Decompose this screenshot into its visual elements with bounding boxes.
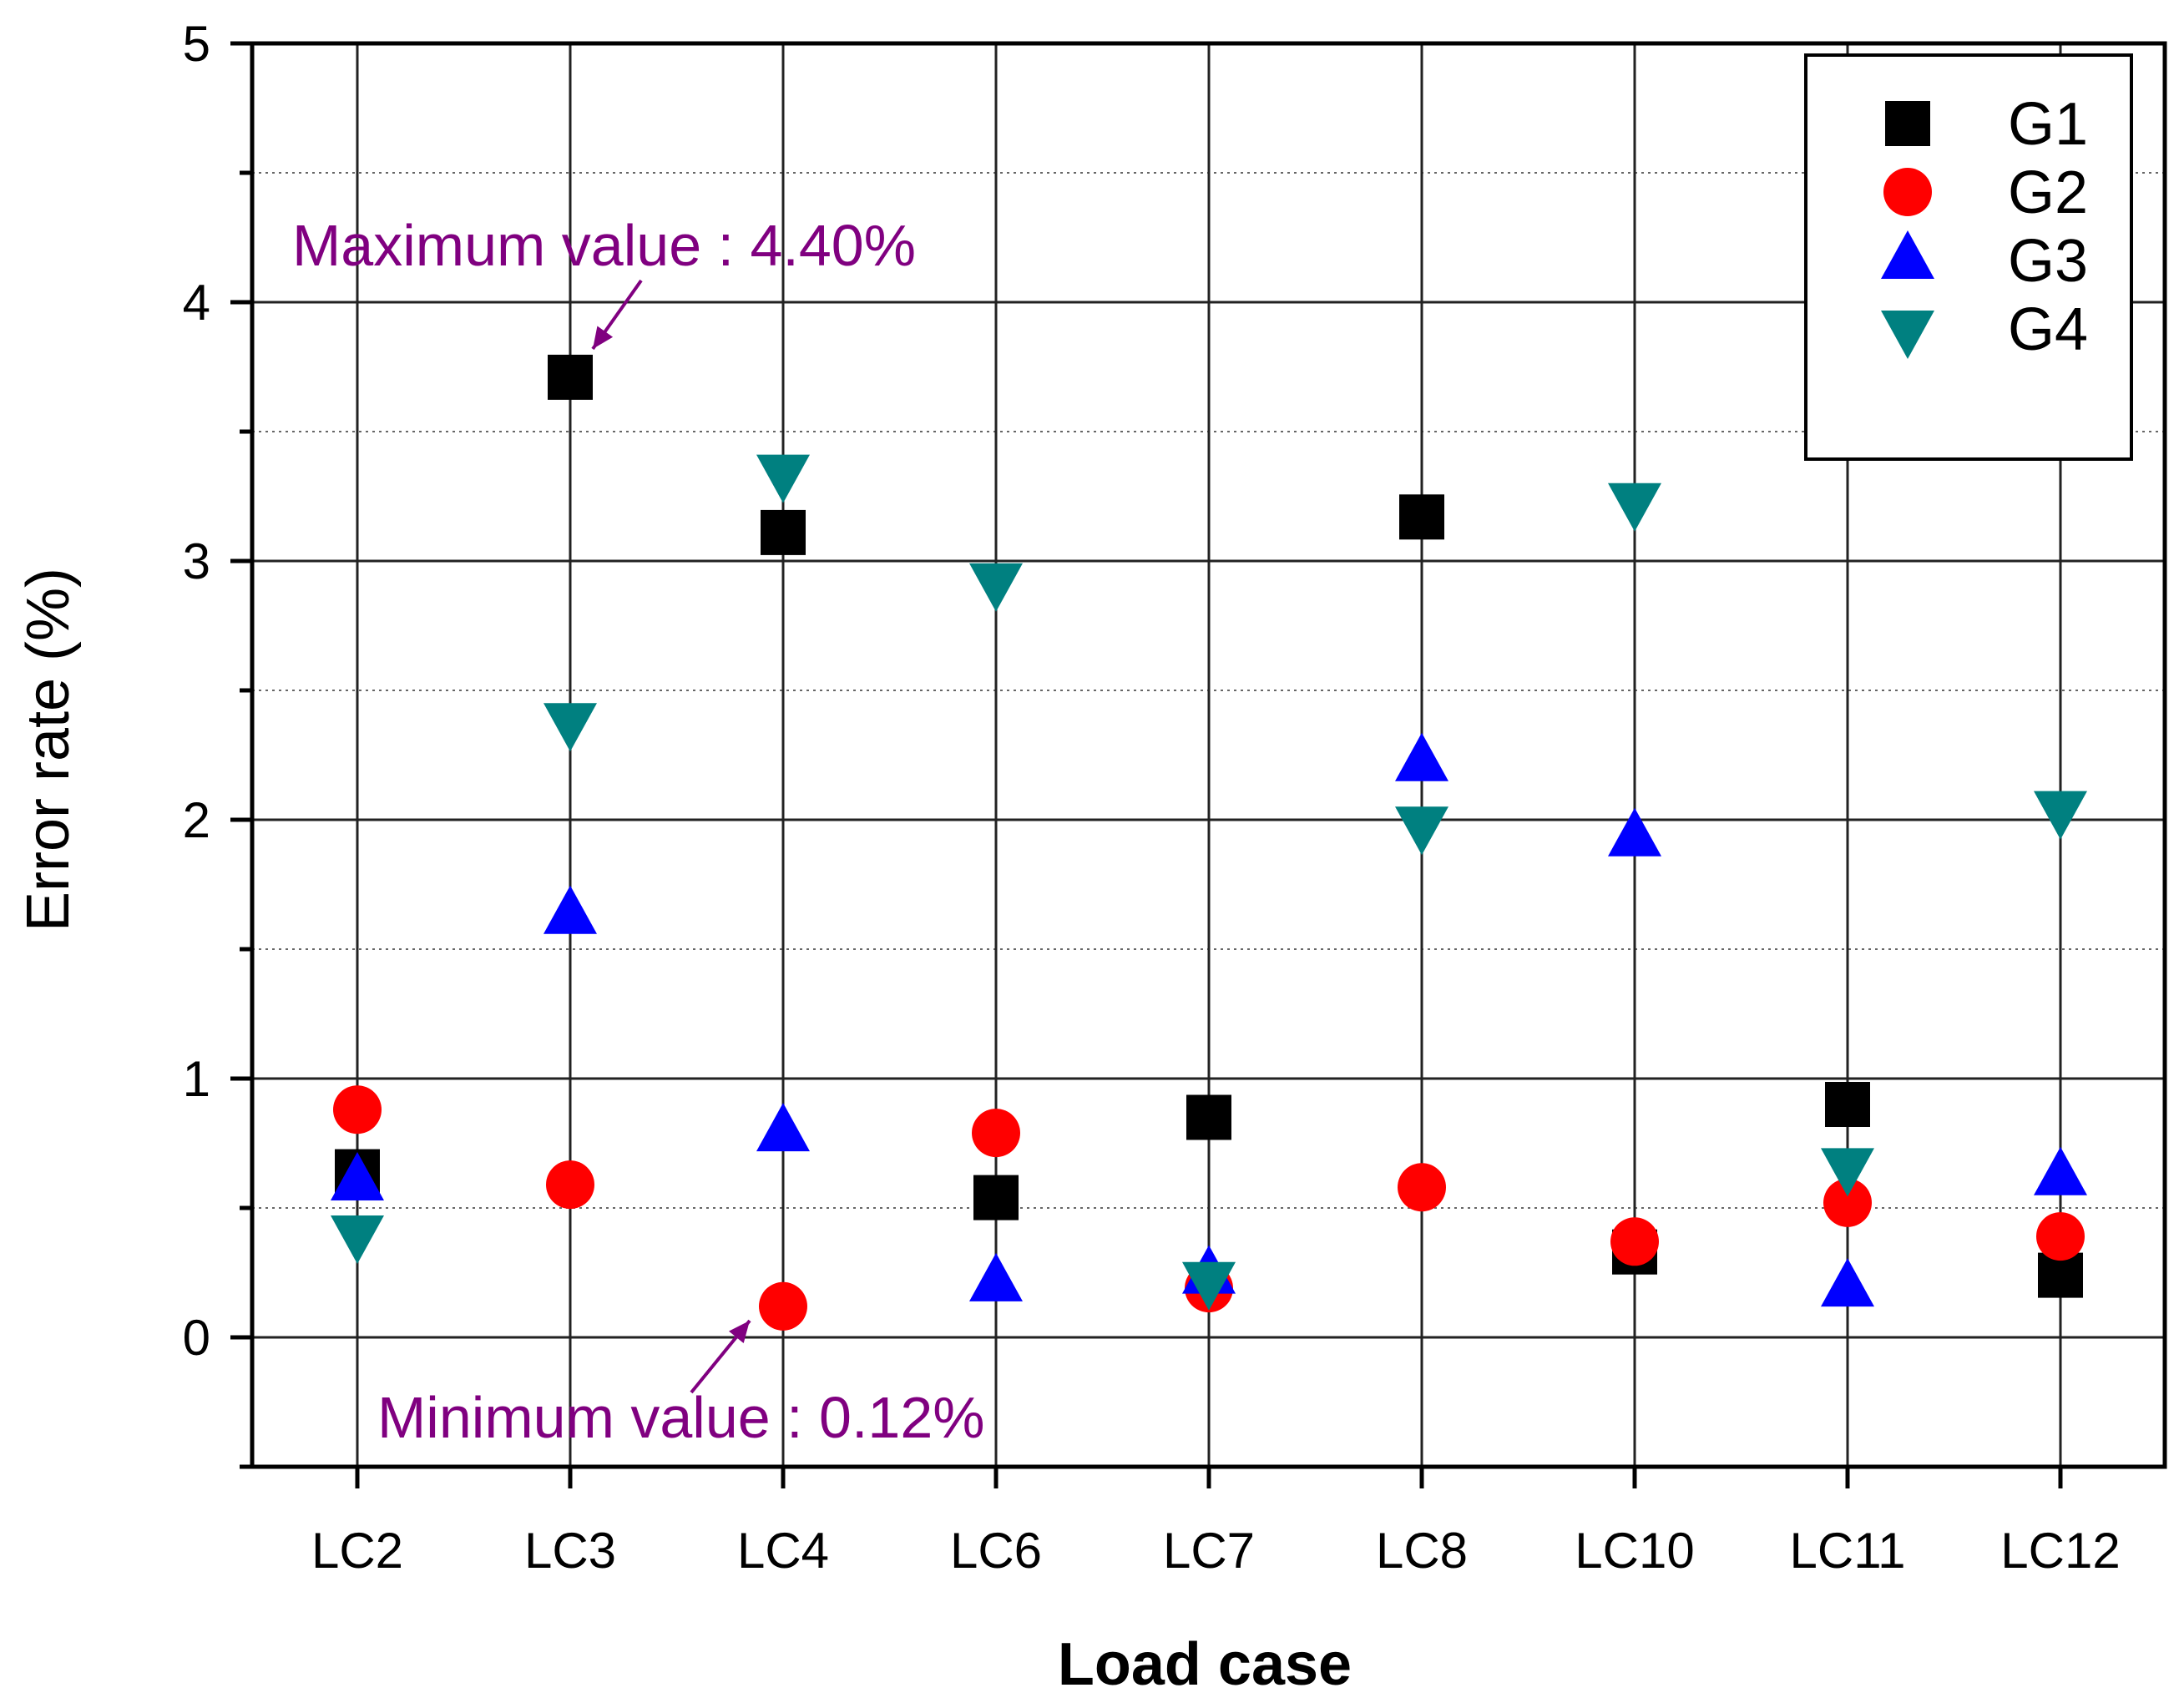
min-value-annotation: Minimum value : 0.12% (377, 1385, 985, 1450)
g3-point-lc8 (1395, 732, 1448, 781)
g4-point-lc12 (2034, 791, 2087, 840)
y-tick-label: 1 (183, 1051, 210, 1107)
x-tick-label: LC2 (311, 1523, 403, 1579)
y-tick-label: 2 (183, 792, 210, 848)
g3-point-lc11 (1821, 1258, 1874, 1307)
max-value-arrowhead (593, 326, 614, 349)
max-value-annotation: Maximum value : 4.40% (292, 213, 916, 278)
g1-point-lc8 (1399, 494, 1444, 540)
data-marks (331, 354, 2087, 1331)
x-tick-label: LC8 (1376, 1523, 1468, 1579)
x-axis-ticks: LC2 LC3 LC4 LC6 LC7 LC8 LC10 LC11 LC12 (311, 1467, 2121, 1579)
g4-point-lc2 (331, 1215, 384, 1264)
g2-point-lc12 (2036, 1212, 2085, 1261)
g2-point-lc2 (333, 1085, 382, 1134)
g4-point-lc3 (543, 703, 597, 752)
g4-point-lc10 (1608, 483, 1661, 532)
y-tick-label: 5 (183, 16, 210, 72)
g2-point-lc6 (972, 1109, 1020, 1158)
y-axis-ticks: 0 1 2 3 4 5 (183, 16, 252, 1469)
g4-point-lc4 (756, 454, 810, 503)
series-g4 (331, 454, 2087, 1311)
g4-point-lc6 (969, 563, 1023, 612)
series-g2 (333, 1085, 2085, 1331)
legend-label-g3: G3 (2008, 228, 2088, 295)
g4-point-lc11 (1821, 1148, 1874, 1197)
legend-box (1804, 53, 2133, 461)
x-tick-label: LC11 (1790, 1523, 1906, 1579)
g1-point-lc6 (973, 1175, 1019, 1220)
g2-point-lc8 (1398, 1163, 1446, 1212)
legend-label-g2: G2 (2008, 159, 2088, 226)
g1-point-lc11 (1825, 1082, 1870, 1127)
x-tick-label: LC3 (524, 1523, 616, 1579)
g2-point-lc11 (1823, 1178, 1872, 1227)
g4-point-lc7 (1182, 1261, 1236, 1311)
x-axis-title: Load case (1058, 1631, 1352, 1698)
legend-label-g4: G4 (2008, 296, 2088, 363)
x-tick-label: LC10 (1575, 1523, 1694, 1579)
x-tick-label: LC12 (2000, 1523, 2120, 1579)
g3-point-lc12 (2034, 1146, 2087, 1195)
y-tick-label: 4 (183, 275, 210, 331)
y-tick-label: 0 (183, 1310, 210, 1366)
min-value-arrowhead (729, 1321, 750, 1344)
annotations: Maximum value : 4.40% Minimum value : 0.… (292, 213, 985, 1450)
x-tick-label: LC7 (1163, 1523, 1255, 1579)
legend-item-g3: G3 (1881, 228, 2088, 295)
y-axis-title: Error rate (%) (15, 568, 82, 932)
g3-point-lc4 (756, 1103, 810, 1152)
legend-marker-g1 (1885, 101, 1930, 146)
g4-point-lc8 (1395, 806, 1448, 856)
legend-marker-g4 (1881, 311, 1934, 359)
y-tick-label: 3 (183, 533, 210, 589)
g3-point-lc2 (331, 1152, 384, 1200)
legend-item-g1: G1 (1885, 91, 2088, 158)
legend-marker-g2 (1883, 168, 1932, 216)
g3-point-lc10 (1608, 807, 1661, 857)
g1-point-lc7 (1186, 1094, 1231, 1140)
x-tick-label: LC4 (737, 1523, 829, 1579)
g2-point-lc10 (1610, 1217, 1659, 1266)
g1-point-lc3 (548, 354, 593, 400)
g2-point-lc3 (546, 1160, 594, 1210)
g2-point-lc4 (759, 1281, 807, 1331)
x-tick-label: LC6 (950, 1523, 1042, 1579)
legend-label-g1: G1 (2008, 91, 2088, 158)
legend-item-g4: G4 (1881, 296, 2088, 363)
g1-point-lc4 (761, 509, 806, 555)
g3-point-lc6 (969, 1252, 1023, 1301)
plot-frame (250, 41, 2167, 1469)
legend-marker-g3 (1881, 230, 1934, 279)
legend-item-g2: G2 (1883, 159, 2088, 226)
g3-point-lc3 (543, 885, 597, 934)
